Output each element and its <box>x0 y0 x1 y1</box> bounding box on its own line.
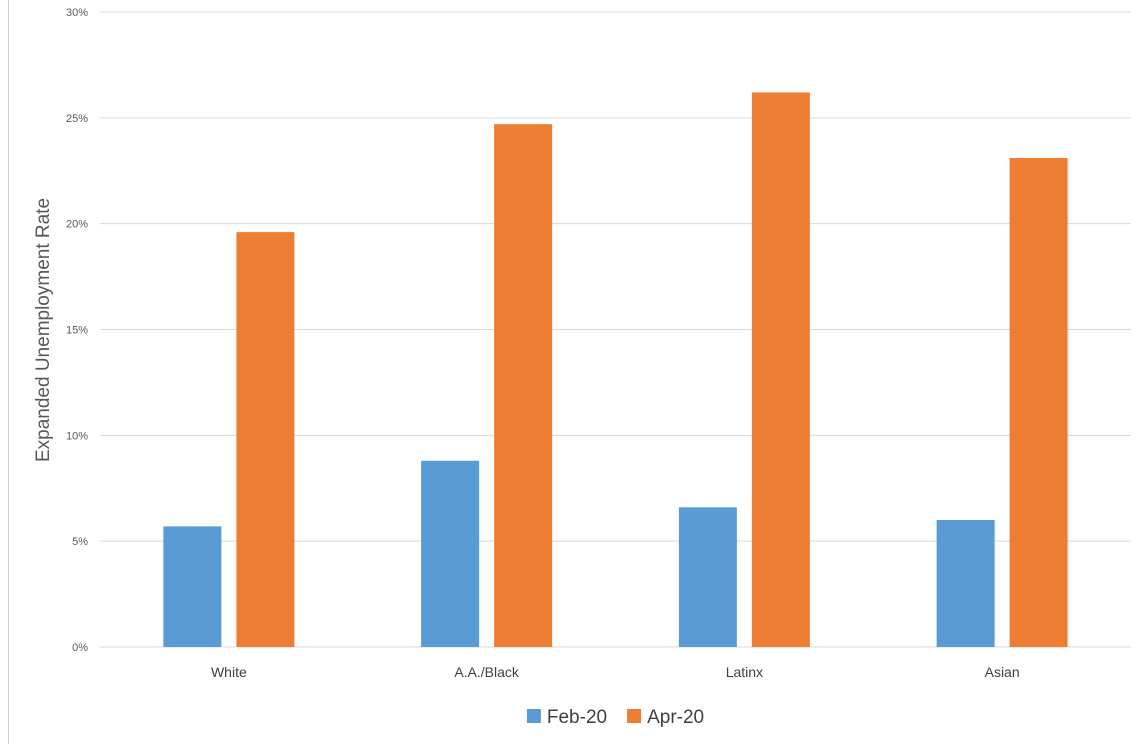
y-tick-label: 25% <box>66 113 88 125</box>
bar-feb-20 <box>163 526 222 647</box>
y-tick-label: 5% <box>72 536 88 548</box>
x-tick-label: Latinx <box>726 664 763 680</box>
bars <box>163 92 1068 648</box>
legend: Feb-20 Apr-20 <box>526 707 704 728</box>
legend-label: Apr-20 <box>647 707 704 728</box>
legend-label: Feb-20 <box>547 707 607 728</box>
y-tick-label: 0% <box>72 642 88 654</box>
y-tick-label: 10% <box>66 430 88 442</box>
y-tick-label: 30% <box>66 7 88 19</box>
bar-apr-20 <box>1009 158 1068 648</box>
x-axis-ticks: White A.A./Black Latinx Asian <box>211 664 1020 680</box>
chart-frame-border <box>8 0 9 744</box>
x-tick-label: Asian <box>985 664 1020 680</box>
y-axis-label: Expanded Unemployment Rate <box>33 198 54 462</box>
bar-feb-20 <box>678 507 737 647</box>
y-axis-ticks: 0% 5% 10% 15% 20% 25% 30% <box>66 7 88 654</box>
bar-feb-20 <box>421 460 480 647</box>
bar-apr-20 <box>494 124 553 647</box>
y-tick-label: 15% <box>66 325 88 337</box>
bar-apr-20 <box>236 232 295 647</box>
bar-feb-20 <box>936 520 995 647</box>
x-tick-label: White <box>211 664 247 680</box>
legend-swatch <box>526 709 541 723</box>
x-tick-label: A.A./Black <box>454 664 520 680</box>
y-tick-label: 20% <box>66 219 88 231</box>
bar-apr-20 <box>751 92 810 647</box>
legend-swatch <box>627 709 642 723</box>
